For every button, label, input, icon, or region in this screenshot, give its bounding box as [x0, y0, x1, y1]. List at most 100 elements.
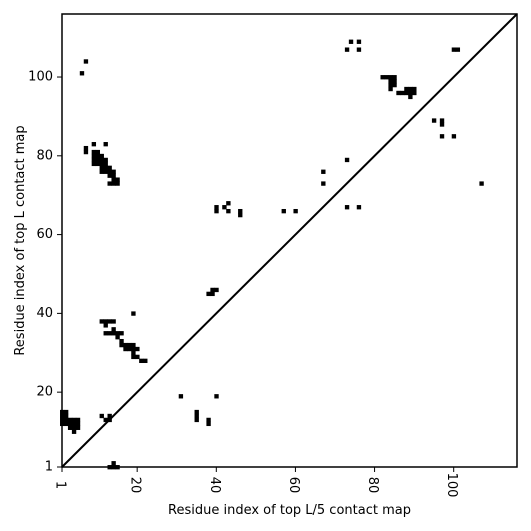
contact-point — [111, 327, 116, 332]
contact-point — [321, 181, 326, 186]
contact-point — [412, 90, 417, 96]
contact-point — [348, 39, 354, 44]
contact-point — [115, 181, 120, 186]
contact-point — [107, 173, 112, 178]
contact-point — [356, 47, 362, 52]
y-tick-label: 80 — [36, 148, 53, 163]
contact-point — [95, 153, 100, 159]
contact-point — [107, 169, 112, 174]
contact-point — [91, 149, 97, 155]
contact-point — [238, 208, 243, 214]
contact-point — [206, 417, 211, 423]
x-tick-label: 40 — [207, 477, 222, 494]
x-tick-label: 100 — [444, 473, 459, 498]
contact-point — [119, 331, 124, 336]
contact-point — [431, 118, 437, 123]
x-axis-ticks: 1 20 40 60 80 100 — [53, 467, 459, 498]
contact-point — [214, 205, 219, 210]
contact-point — [95, 149, 100, 155]
contact-point — [99, 165, 104, 170]
contact-point — [107, 319, 112, 324]
x-tick-label: 80 — [365, 477, 380, 494]
contact-point — [107, 331, 112, 336]
contact-point — [83, 145, 89, 151]
contact-point — [396, 90, 401, 96]
contact-point — [119, 342, 124, 348]
contact-point — [135, 346, 140, 352]
contact-point — [99, 413, 104, 419]
contact-point — [392, 75, 397, 80]
contact-point — [103, 319, 108, 324]
contact-point — [408, 94, 413, 100]
contact-point — [392, 82, 397, 88]
contact-point — [408, 86, 413, 92]
contact-point — [214, 394, 219, 399]
contact-point — [412, 86, 417, 92]
contact-point — [384, 75, 389, 80]
contact-point — [293, 208, 298, 214]
contact-point — [131, 354, 136, 360]
contact-point — [103, 165, 108, 170]
contact-point — [123, 342, 128, 348]
contact-point — [439, 122, 445, 127]
contact-point — [206, 421, 211, 427]
contact-point — [388, 82, 393, 88]
y-tick-label: 1 — [45, 460, 53, 475]
contact-points — [60, 39, 484, 470]
contact-point — [344, 205, 350, 210]
x-tick-label: 60 — [286, 477, 301, 494]
x-tick-label: 1 — [53, 481, 68, 489]
contact-point — [210, 287, 215, 293]
contact-point — [439, 118, 445, 123]
contact-point — [222, 205, 227, 210]
contact-point — [103, 161, 108, 167]
y-tick-label: 100 — [28, 70, 53, 85]
contact-point — [111, 169, 116, 174]
contact-point — [131, 346, 136, 352]
contact-point — [71, 425, 77, 430]
x-tick-label: 20 — [128, 477, 143, 494]
y-axis-label: Residue index of top L contact map — [13, 125, 28, 355]
contact-point — [131, 311, 136, 316]
contact-point — [111, 173, 116, 178]
x-axis-label: Residue index of top L/5 contact map — [168, 503, 411, 518]
contact-point — [131, 342, 136, 348]
contact-point — [344, 47, 350, 52]
contact-point — [107, 165, 112, 170]
contact-point — [194, 417, 199, 423]
contact-point — [226, 208, 231, 214]
contact-point — [356, 39, 362, 44]
contact-point — [103, 142, 108, 147]
contact-point — [388, 86, 393, 92]
contact-point — [111, 177, 116, 182]
contact-point — [95, 161, 100, 167]
contact-point — [281, 208, 286, 214]
contact-point — [103, 323, 108, 328]
contact-point — [63, 413, 69, 419]
contact-point — [119, 338, 124, 344]
contact-point — [115, 331, 120, 336]
contact-point — [451, 134, 457, 139]
contact-point — [238, 212, 243, 218]
contact-point — [63, 417, 69, 423]
contact-point — [321, 169, 326, 174]
contact-point — [63, 421, 69, 427]
contact-point — [99, 161, 104, 167]
contact-point — [210, 291, 215, 297]
contact-point — [63, 409, 69, 415]
y-tick-label: 20 — [36, 385, 53, 400]
contact-point — [115, 177, 120, 182]
contact-point — [135, 354, 140, 360]
contact-point — [127, 346, 132, 352]
contact-point — [404, 86, 409, 92]
contact-point — [115, 335, 120, 340]
y-tick-label: 40 — [36, 306, 53, 321]
contact-point — [75, 425, 81, 430]
contact-point — [99, 153, 104, 159]
contact-point — [404, 90, 409, 96]
contact-point — [111, 461, 116, 466]
contact-point — [91, 153, 97, 159]
contact-point — [194, 409, 199, 415]
contact-point — [67, 417, 73, 423]
